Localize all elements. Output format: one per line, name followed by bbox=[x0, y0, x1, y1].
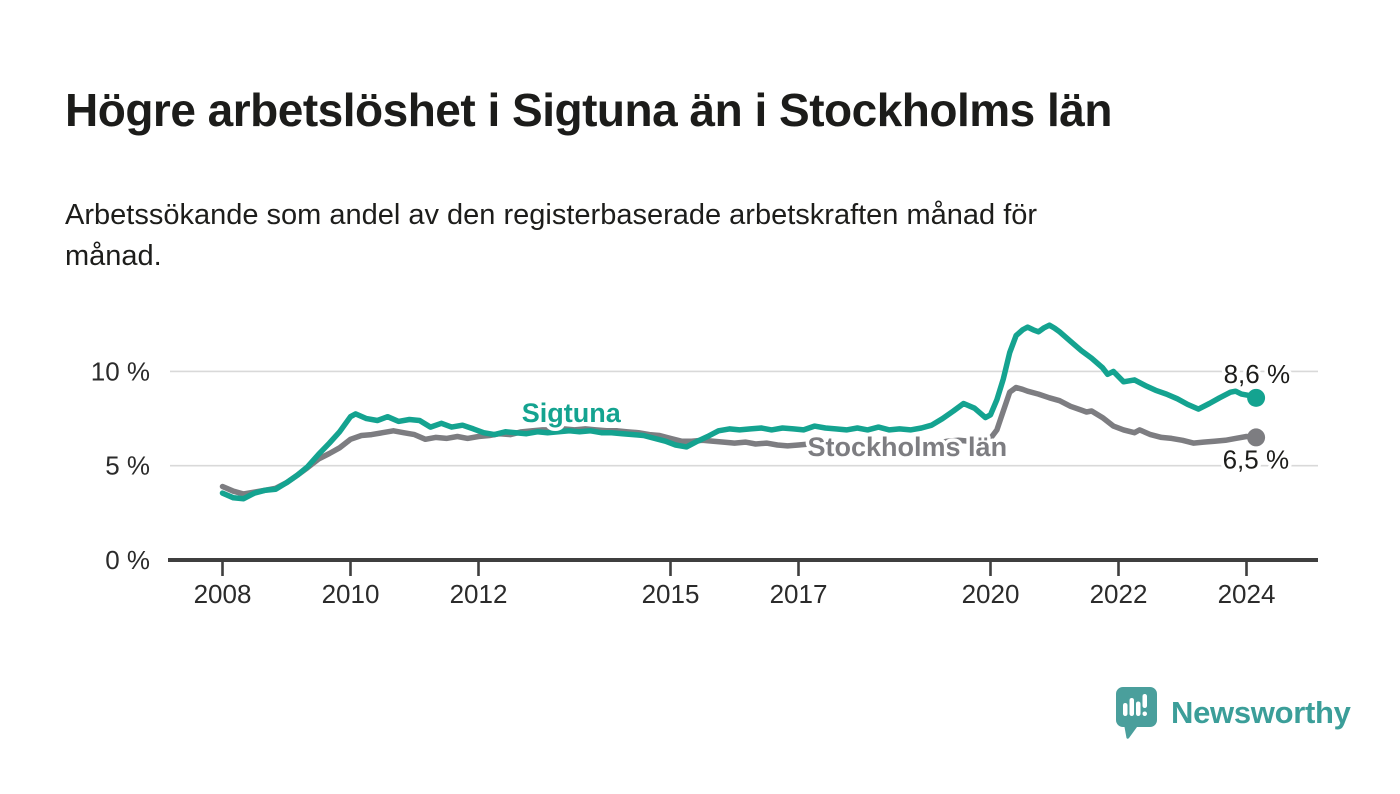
x-tick-label-2010: 2010 bbox=[322, 579, 380, 609]
x-tick-label-2012: 2012 bbox=[450, 579, 508, 609]
x-tick-label-2022: 2022 bbox=[1090, 579, 1148, 609]
sigtuna-end-dot bbox=[1247, 388, 1266, 407]
y-tick-label-10: 10 % bbox=[91, 356, 150, 386]
stockholms-lan-end-value-label: 6,5 % bbox=[1223, 444, 1290, 474]
x-tick-label-2008: 2008 bbox=[194, 579, 252, 609]
x-tick-label-2024: 2024 bbox=[1218, 579, 1276, 609]
stockholms-lan-line bbox=[219, 384, 1259, 497]
y-tick-label-5: 5 % bbox=[105, 451, 150, 481]
sigtuna-series-label: Sigtuna bbox=[522, 398, 622, 428]
y-tick-label-0: 0 % bbox=[105, 545, 150, 575]
bar-chart-glyph bbox=[1123, 694, 1147, 716]
newsworthy-speech-bubble-chart-icon bbox=[1116, 687, 1157, 739]
unemployment-line-chart: 0 % 5 % 10 % 2008 2010 2012 2015 2017 2020 2022 20… bbox=[91, 322, 1318, 609]
chart-title: Högre arbetslöshet i Sigtuna än i Stockh… bbox=[65, 83, 1112, 136]
x-tick-label-2020: 2020 bbox=[962, 579, 1020, 609]
sigtuna-end-value-label: 8,6 % bbox=[1224, 359, 1291, 389]
chart-subtitle: Arbetssökande som andel av den registerb… bbox=[65, 195, 1285, 277]
chart-subtitle-line2: månad. bbox=[65, 240, 162, 272]
x-tick-label-2015: 2015 bbox=[642, 579, 700, 609]
newsworthy-wordmark: Newsworthy bbox=[1171, 694, 1351, 730]
sigtuna-line bbox=[219, 322, 1259, 502]
stockholms-lan-series-label: Stockholms län bbox=[808, 432, 1008, 462]
stockholms-lan-end-dot bbox=[1247, 428, 1266, 447]
chart-subtitle-line1: Arbetssökande som andel av den registerb… bbox=[65, 199, 1038, 231]
x-tick-label-2017: 2017 bbox=[770, 579, 828, 609]
newsworthy-logo: Newsworthy bbox=[1115, 686, 1351, 739]
